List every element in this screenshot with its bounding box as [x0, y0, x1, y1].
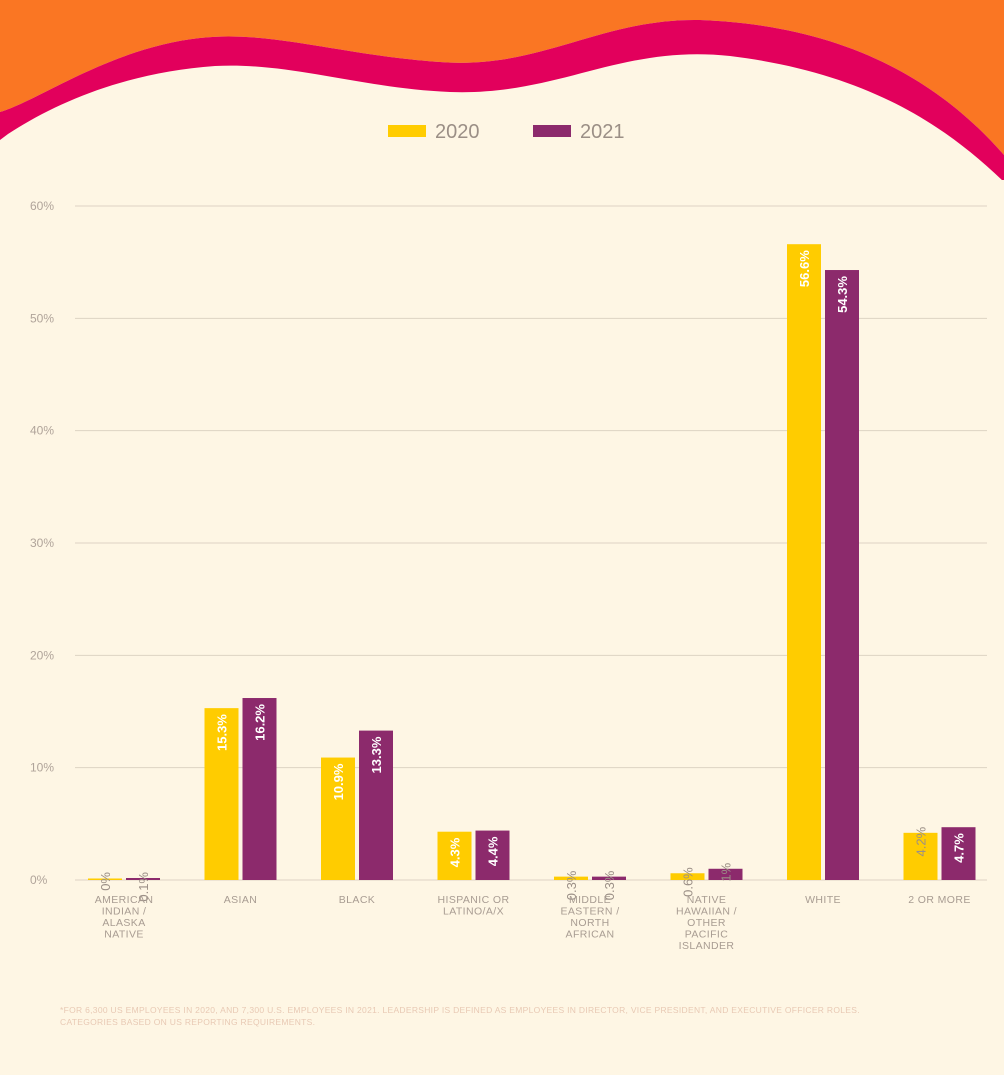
category-label-4: MIDDLE EASTERN / NORTH AFRICAN — [560, 894, 619, 941]
footnote: *FOR 6,300 US EMPLOYEES IN 2020, AND 7,3… — [60, 1005, 860, 1027]
bar-2021-6 — [825, 270, 859, 880]
bar-2021-5 — [708, 868, 743, 880]
bar-value-label-2020-7: 4.2% — [914, 826, 929, 856]
bar-value-label-2021-7: 4.7% — [952, 833, 967, 863]
category-label-0: AMERICAN INDIAN / ALASKA NATIVE — [95, 894, 154, 941]
bar-value-label-2021-6: 54.3% — [835, 276, 850, 313]
bar-2021-2 — [359, 730, 393, 880]
category-label-6: WHITE — [805, 894, 841, 906]
bar-value-label-2020-0: 0% — [98, 872, 113, 891]
legend: 2020 2021 — [388, 121, 625, 143]
bar-2021-7 — [941, 827, 976, 880]
legend-swatch-2020 — [388, 125, 426, 137]
bar-value-label-2021-5: 1% — [719, 862, 734, 881]
y-tick-label: 40% — [30, 424, 54, 438]
bar-2021-3 — [475, 830, 510, 880]
category-label-2: BLACK — [339, 894, 375, 906]
category-label-7: 2 OR MORE — [908, 894, 971, 906]
bar-value-label-2020-4: 0.3% — [564, 870, 579, 900]
bar-2020-6 — [787, 244, 821, 880]
bars — [88, 244, 976, 880]
bar-value-label-2020-2: 10.9% — [331, 763, 346, 800]
y-tick-label: 50% — [30, 311, 54, 325]
bar-value-label-2021-2: 13.3% — [369, 736, 384, 773]
x-axis-category-labels: AMERICAN INDIAN / ALASKA NATIVE ASIAN BLACK HI… — [95, 894, 971, 952]
bar-value-label-2020-6: 56.6% — [797, 250, 812, 287]
header-wave-decoration — [0, 0, 1004, 180]
bar-value-label-2021-4: 0.3% — [602, 870, 617, 900]
legend-label-2020: 2020 — [435, 121, 480, 143]
bar-2020-1 — [204, 708, 239, 880]
bar-value-label-2020-3: 4.3% — [448, 837, 463, 867]
magenta-wave — [0, 19, 1004, 180]
legend-label-2021: 2021 — [580, 121, 625, 143]
category-label-3: HISPANIC OR LATINO/A/X — [438, 894, 510, 918]
bar-value-label-2020-5: 0.6% — [681, 867, 696, 897]
bar-2021-1 — [242, 698, 277, 880]
category-label-1: ASIAN — [224, 894, 258, 906]
bar-value-label-2020-1: 15.3% — [215, 714, 230, 751]
bar-2020-2 — [321, 757, 355, 880]
bar-chart: 2020 2021 0% 10% 20% 30% 40% 50% 60% 0% 0.1% 15.3… — [30, 121, 987, 952]
bar-2021-0 — [126, 878, 160, 880]
bar-2020-7 — [903, 832, 938, 880]
bar-2020-3 — [437, 831, 472, 880]
y-tick-label: 30% — [30, 536, 54, 550]
y-tick-label: 0% — [30, 873, 48, 887]
y-axis: 0% 10% 20% 30% 40% 50% 60% — [30, 199, 54, 887]
bar-2020-0 — [88, 878, 122, 880]
bar-2021-4 — [592, 876, 626, 880]
bar-value-labels: 0% 0.1% 15.3% 16.2% 10.9% 13.3% 4.3% 4.4% 0.3% 0.… — [98, 250, 967, 902]
bar-2020-5 — [670, 873, 705, 880]
bar-value-label-2021-0: 0.1% — [136, 872, 151, 902]
bar-value-label-2021-3: 4.4% — [486, 836, 501, 866]
orange-band — [0, 0, 1004, 155]
y-tick-label: 60% — [30, 199, 54, 213]
y-tick-label: 20% — [30, 648, 54, 662]
category-label-5: NATIVE HAWAIIAN / OTHER PACIFIC ISLANDER — [676, 894, 737, 952]
bar-value-label-2021-1: 16.2% — [253, 704, 268, 741]
legend-swatch-2021 — [533, 125, 571, 137]
bar-2020-4 — [554, 876, 588, 880]
y-tick-label: 10% — [30, 761, 54, 775]
